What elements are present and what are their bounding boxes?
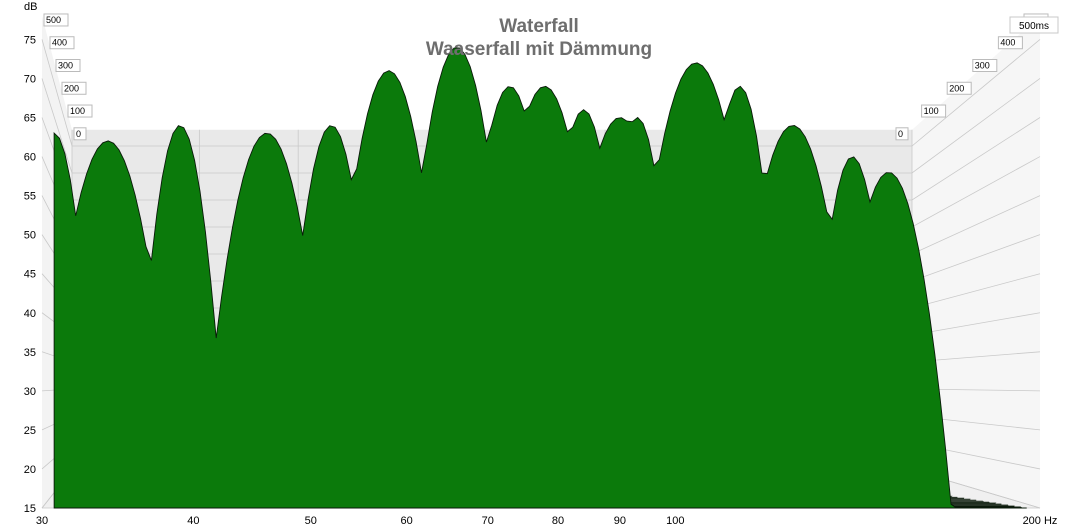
y-tick-label: 75	[24, 34, 36, 46]
time-tick-left: 100	[67, 104, 93, 118]
x-tick-label: 90	[614, 515, 626, 527]
time-tick-right: 400	[997, 36, 1023, 50]
x-tick-label: 40	[187, 515, 199, 527]
x-tick-label: 200 Hz	[1023, 515, 1058, 527]
time-tick-left: 0	[73, 127, 87, 141]
time-window-label: 500ms	[1019, 21, 1049, 32]
y-tick-label: 55	[24, 191, 36, 203]
time-tick-left: 200	[61, 81, 87, 95]
time-tick-left: 500	[43, 13, 69, 27]
time-tick-left-box	[49, 36, 75, 50]
time-tick-left-label: 0	[76, 129, 81, 139]
time-tick-right-box	[895, 127, 909, 141]
x-tick-label: 70	[482, 515, 494, 527]
x-tick-label: 30	[36, 515, 48, 527]
axes: 15 20 25 30 35 40 45 50 55 60 65 70 75 30 40 50 60 70 80 90…	[24, 13, 1058, 527]
y-tick-label: 40	[24, 308, 36, 320]
time-tick-left-label: 100	[70, 106, 85, 116]
y-tick-label: 70	[24, 73, 36, 85]
time-tick-left-label: 200	[64, 83, 79, 93]
time-tick-left-label: 300	[58, 61, 73, 71]
x-tick-label: 60	[401, 515, 413, 527]
time-tick-right-box	[997, 36, 1023, 50]
y-tick-label: 35	[24, 347, 36, 359]
time-tick-left: 300	[55, 59, 81, 73]
time-tick-right: 300	[972, 59, 998, 73]
time-tick-left-box	[61, 81, 87, 95]
time-tick-left: 400	[49, 36, 75, 50]
y-tick-label: 25	[24, 425, 36, 437]
time-tick-left-label: 500	[46, 15, 61, 25]
time-tick-right-label: 100	[924, 106, 939, 116]
y-tick-label: 30	[24, 386, 36, 398]
time-tick-right-label: 0	[898, 129, 903, 139]
waterfall-slice	[53, 47, 1027, 509]
time-tick-left-box	[67, 104, 93, 118]
chart-subtitle: Waaserfall mit Dämmung	[426, 39, 652, 60]
time-tick-left-box	[73, 127, 87, 141]
y-tick-label: 60	[24, 152, 36, 164]
time-tick-right-label: 400	[1000, 38, 1015, 48]
x-tick-label: 50	[305, 515, 317, 527]
chart-title: Waterfall	[499, 16, 579, 37]
y-tick-label: 20	[24, 464, 36, 476]
time-tick-right: 0	[895, 127, 909, 141]
time-tick-right-box	[921, 104, 947, 118]
time-tick-left-box	[43, 13, 69, 27]
time-tick-left-box	[55, 59, 81, 73]
time-tick-right-box	[946, 81, 972, 95]
y-tick-label: 45	[24, 269, 36, 281]
time-window-box: 500ms	[1009, 16, 1059, 34]
time-tick-left-label: 400	[52, 38, 67, 48]
x-tick-label: 100	[666, 515, 684, 527]
y-tick-label: 15	[24, 503, 36, 515]
time-tick-right-box	[972, 59, 998, 73]
time-tick-right: 200	[946, 81, 972, 95]
y-tick-label: 65	[24, 113, 36, 125]
time-tick-right: 100	[921, 104, 947, 118]
time-tick-right-label: 200	[949, 83, 964, 93]
right-wall	[912, 15, 1040, 508]
y-unit-label: dB	[24, 1, 37, 13]
y-tick-label: 50	[24, 230, 36, 242]
waterfall-slices	[53, 47, 1027, 509]
time-tick-right-label: 300	[975, 61, 990, 71]
x-tick-label: 80	[552, 515, 564, 527]
